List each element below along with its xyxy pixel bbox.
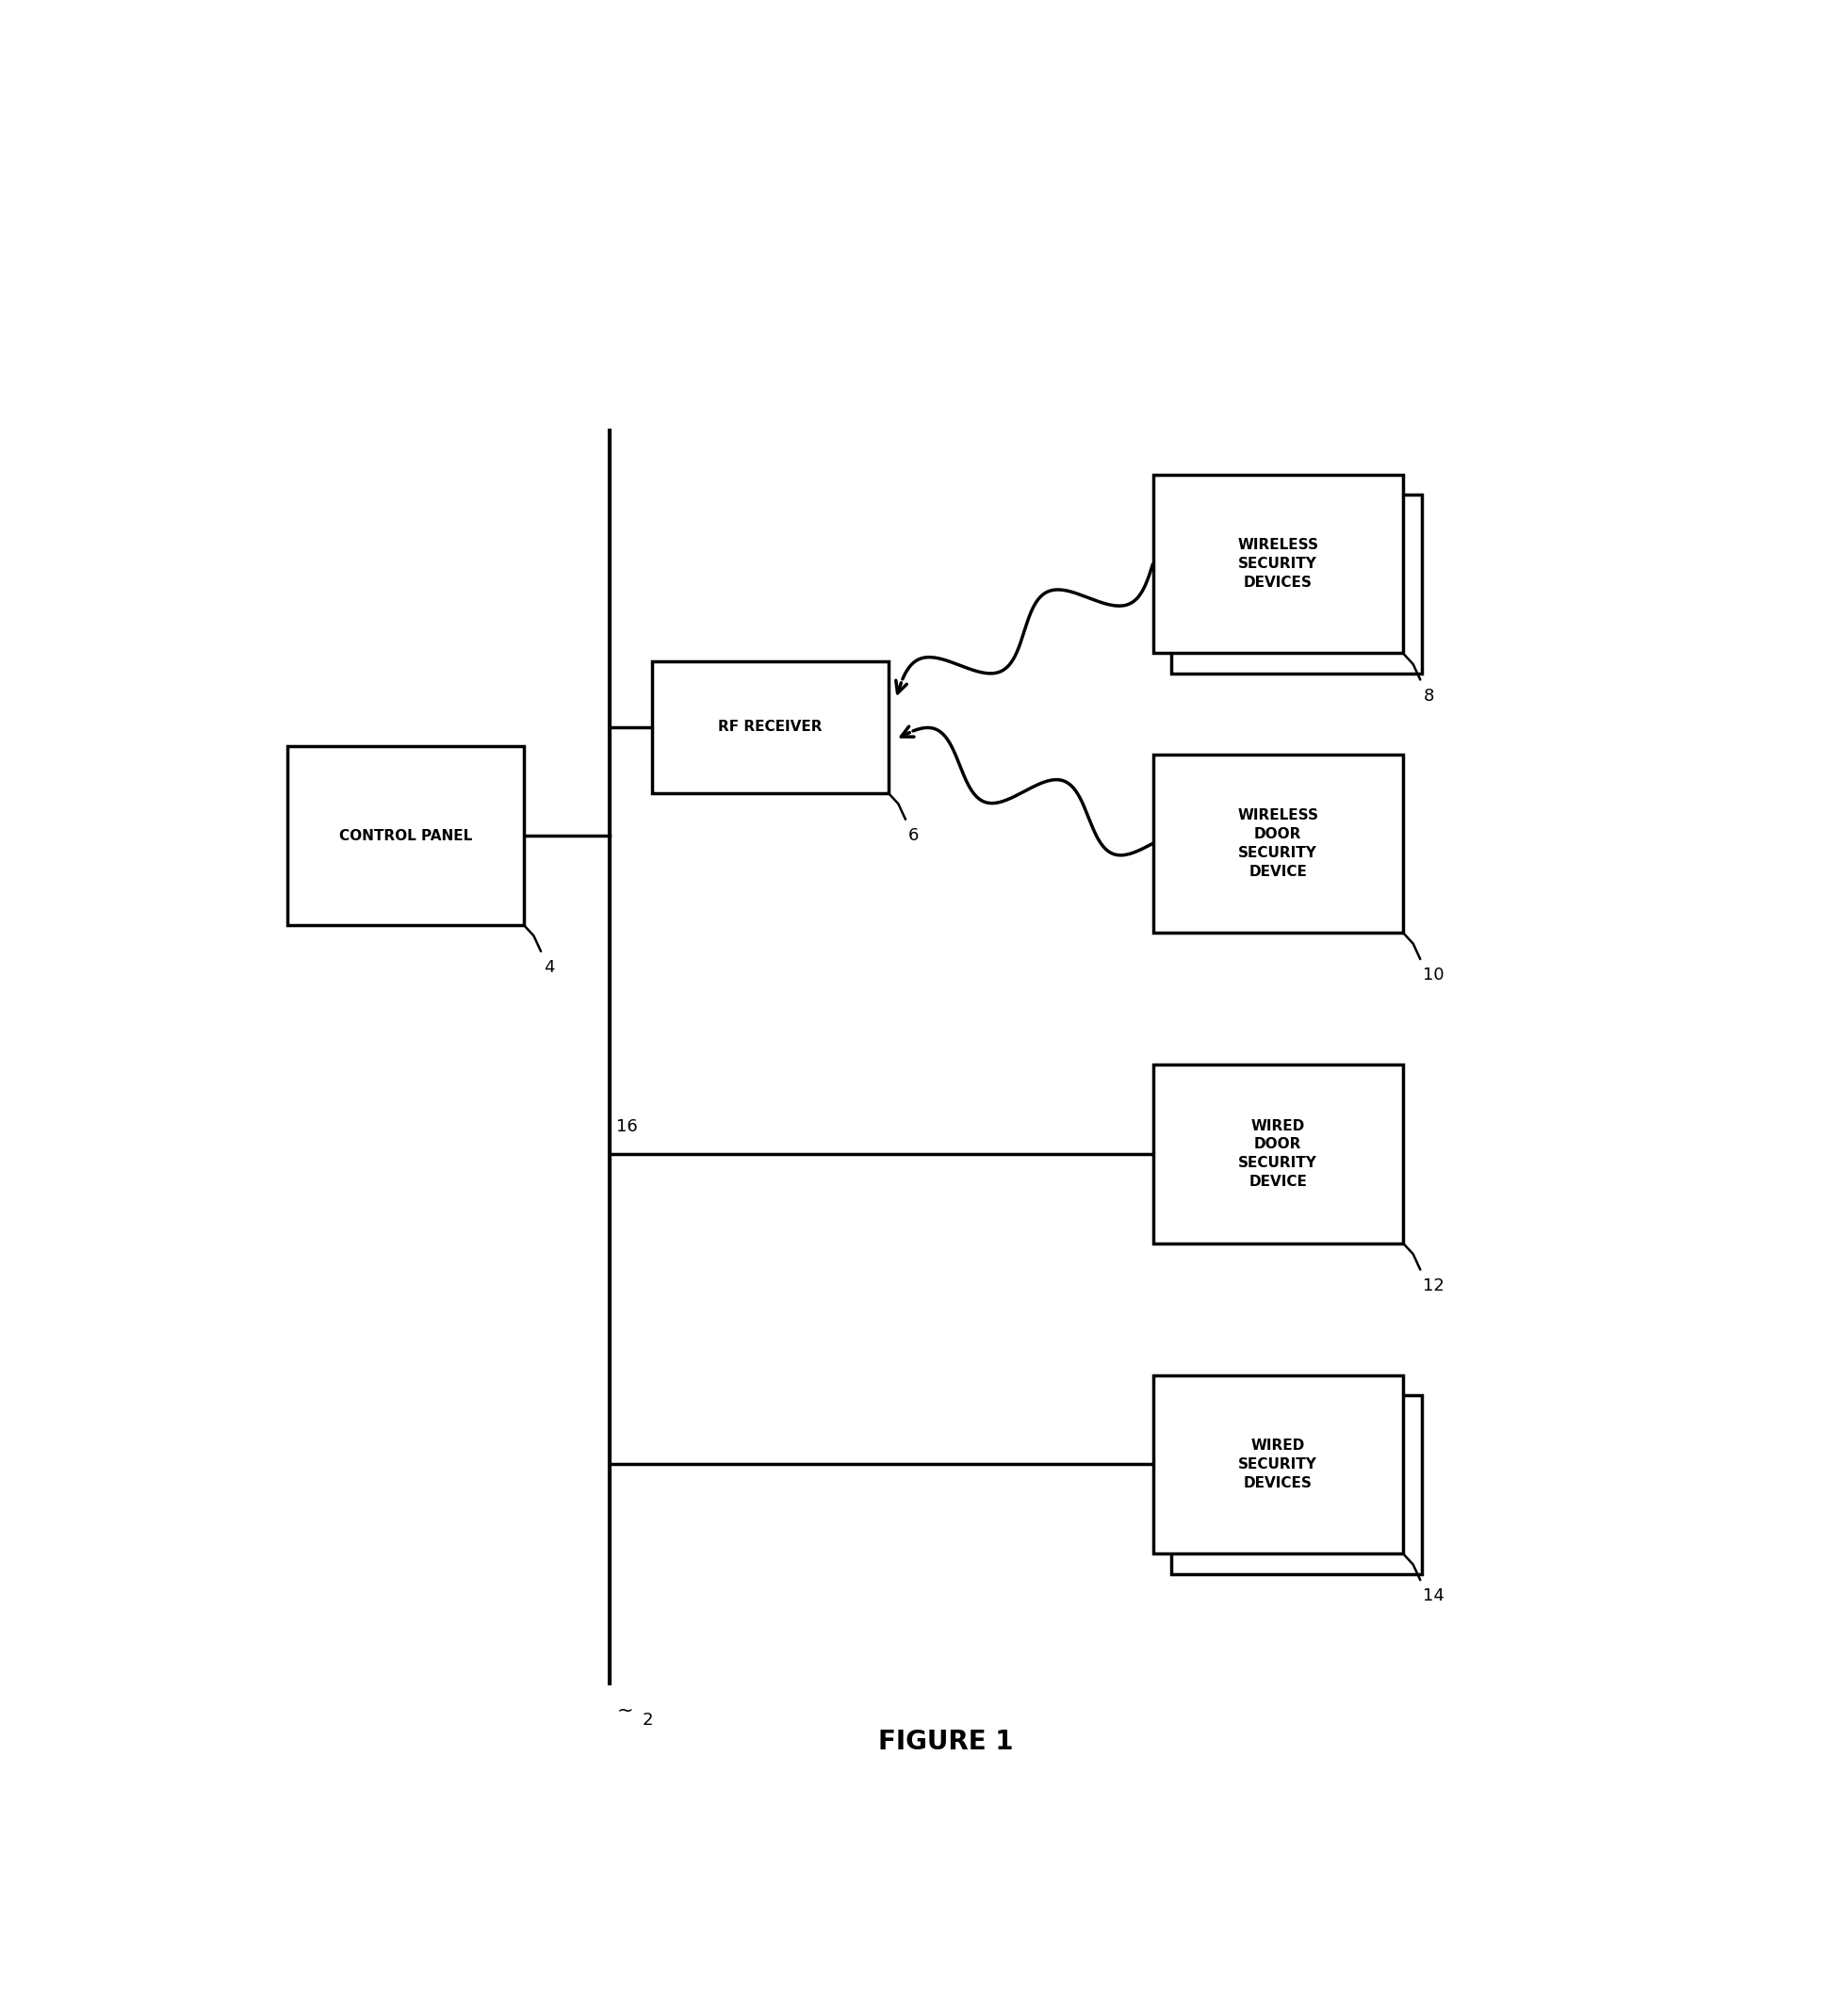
Bar — [1152, 474, 1401, 653]
Text: RF RECEIVER: RF RECEIVER — [717, 720, 822, 734]
Text: WIRELESS
SECURITY
DEVICES: WIRELESS SECURITY DEVICES — [1237, 538, 1318, 591]
Text: 12: 12 — [1422, 1278, 1444, 1294]
Text: ~: ~ — [616, 1702, 632, 1720]
Bar — [653, 661, 887, 792]
Bar — [1171, 1395, 1422, 1574]
Text: 16: 16 — [616, 1119, 638, 1135]
Text: FIGURE 1: FIGURE 1 — [878, 1730, 1012, 1756]
Bar — [1152, 1064, 1401, 1244]
Text: WIRED
DOOR
SECURITY
DEVICE: WIRED DOOR SECURITY DEVICE — [1237, 1119, 1317, 1189]
Text: 6: 6 — [907, 827, 918, 845]
Text: WIRELESS
DOOR
SECURITY
DEVICE: WIRELESS DOOR SECURITY DEVICE — [1237, 808, 1318, 879]
Text: 8: 8 — [1422, 687, 1433, 704]
Text: CONTROL PANEL: CONTROL PANEL — [339, 829, 472, 843]
Text: 14: 14 — [1422, 1589, 1444, 1605]
Bar — [288, 746, 524, 925]
Text: WIRED
SECURITY
DEVICES: WIRED SECURITY DEVICES — [1237, 1439, 1317, 1490]
Bar — [1171, 496, 1422, 673]
Text: 4: 4 — [544, 960, 555, 976]
Bar — [1152, 754, 1401, 933]
Bar — [1152, 1375, 1401, 1554]
Text: 2: 2 — [642, 1712, 653, 1730]
Text: 10: 10 — [1422, 968, 1444, 984]
